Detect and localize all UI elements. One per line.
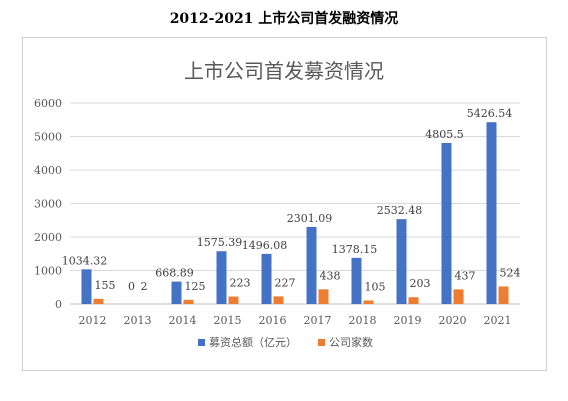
data-label-fundraising: 0	[128, 280, 135, 293]
x-tick-label: 2018	[349, 314, 377, 327]
x-tick-label: 2021	[484, 314, 512, 327]
bar-companies	[363, 300, 374, 304]
data-label-companies: 227	[275, 276, 296, 289]
y-tick-label: 3000	[34, 198, 62, 211]
x-tick-label: 2017	[304, 314, 332, 327]
y-tick-label: 5000	[34, 131, 62, 144]
bar-fundraising	[351, 257, 362, 304]
bar-fundraising	[396, 219, 407, 304]
data-label-fundraising: 1034.32	[62, 254, 108, 267]
bar-companies	[498, 286, 509, 304]
data-label-fundraising: 2301.09	[287, 212, 333, 225]
bar-fundraising	[441, 143, 452, 304]
legend-label-fundraising: 募资总额（亿元）	[209, 335, 297, 349]
bar-fundraising	[486, 122, 497, 304]
data-label-companies: 223	[230, 277, 251, 290]
legend-label-companies: 公司家数	[329, 335, 373, 349]
data-label-companies: 105	[365, 280, 386, 293]
bar-fundraising	[171, 281, 182, 304]
x-tick-label: 2014	[169, 314, 197, 327]
data-label-fundraising: 2532.48	[377, 204, 423, 217]
bar-companies	[228, 296, 239, 304]
y-tick-label: 4000	[34, 164, 62, 177]
data-label-companies: 437	[455, 269, 476, 282]
legend-swatch-fundraising	[198, 339, 205, 346]
bar-companies	[408, 297, 419, 304]
bar-fundraising	[216, 251, 227, 304]
bar-companies	[273, 296, 284, 304]
data-label-companies: 438	[320, 269, 341, 282]
y-tick-label: 2000	[34, 231, 62, 244]
data-label-companies: 155	[95, 279, 116, 292]
data-label-companies: 524	[500, 266, 521, 279]
bar-companies	[453, 289, 464, 304]
y-tick-label: 0	[55, 298, 62, 311]
data-label-companies: 2	[141, 280, 148, 293]
data-label-companies: 125	[185, 280, 206, 293]
data-label-fundraising: 668.89	[155, 267, 194, 280]
data-label-fundraising: 1378.15	[332, 243, 378, 256]
bar-fundraising	[81, 269, 92, 304]
x-tick-label: 2019	[394, 314, 422, 327]
page-heading: 2012-2021 上市公司首发融资情况	[169, 11, 399, 27]
data-label-fundraising: 5426.54	[467, 107, 513, 120]
bar-companies	[183, 299, 194, 304]
data-label-fundraising: 1496.08	[242, 239, 288, 252]
x-tick-label: 2015	[214, 314, 242, 327]
data-label-fundraising: 1575.39	[197, 236, 243, 249]
y-tick-label: 6000	[34, 97, 62, 110]
bar-fundraising	[261, 253, 272, 304]
legend-swatch-companies	[318, 339, 325, 346]
bar-companies	[93, 298, 104, 304]
bar-fundraising	[306, 226, 317, 304]
bar-companies	[318, 289, 329, 304]
y-tick-label: 1000	[34, 265, 62, 278]
x-tick-label: 2020	[439, 314, 467, 327]
chart-title: 上市公司首发募资情况	[184, 59, 384, 83]
data-label-fundraising: 4805.5	[425, 128, 464, 141]
x-tick-label: 2012	[79, 314, 107, 327]
x-tick-label: 2016	[259, 314, 287, 327]
x-tick-label: 2013	[124, 314, 152, 327]
data-label-companies: 203	[410, 277, 431, 290]
